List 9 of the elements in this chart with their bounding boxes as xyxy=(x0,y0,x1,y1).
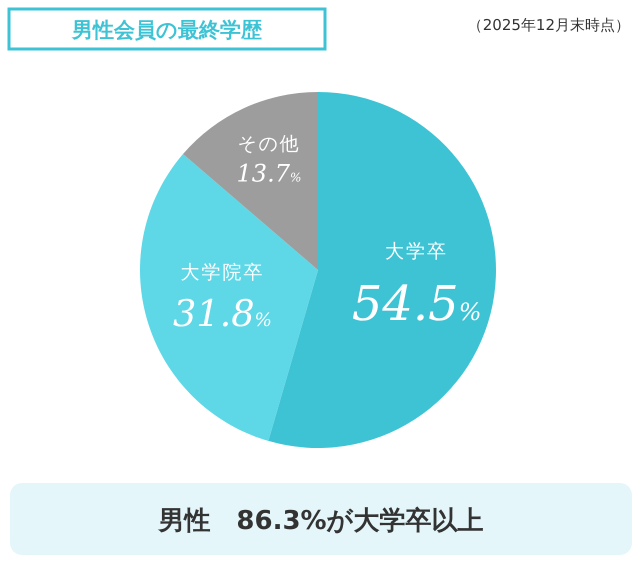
chart-title: 男性会員の最終学歴 xyxy=(71,18,262,42)
slice-label: その他 xyxy=(237,133,300,155)
slice-label: 大学院卒 xyxy=(180,261,264,284)
data-label: 31.8% xyxy=(172,292,272,335)
data-label: 54.5% xyxy=(352,276,482,332)
text: 男性 86.3%が大学卒以上 xyxy=(157,506,484,536)
text: （2025年12月末時点） xyxy=(468,16,630,34)
slice-label: 大学卒 xyxy=(385,240,448,263)
data-label: 13.7% xyxy=(236,159,302,188)
